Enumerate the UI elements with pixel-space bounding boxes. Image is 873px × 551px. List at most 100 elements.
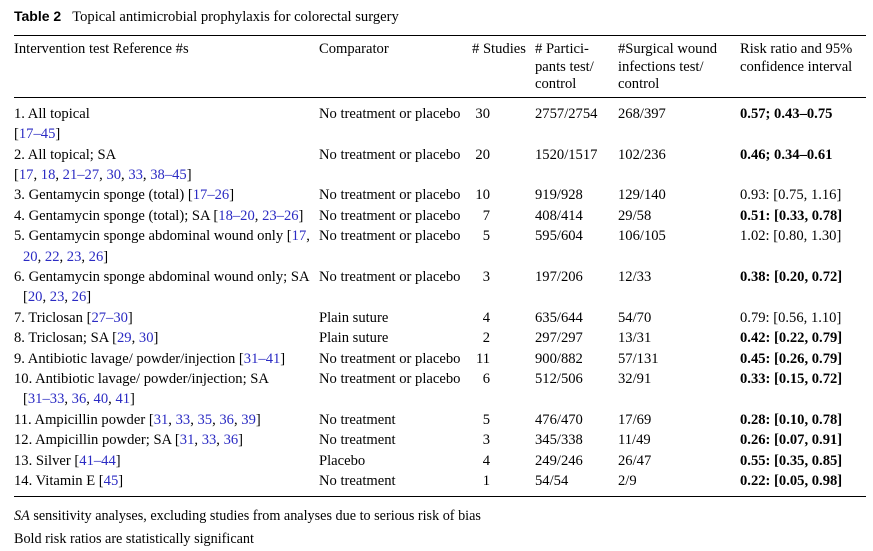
intervention-line: 7. Triclosan [27–30] <box>14 308 319 328</box>
reference-link[interactable]: 30 <box>106 167 122 183</box>
infections-cell: 2/9 <box>618 473 637 490</box>
reference-link[interactable]: 39 <box>241 411 256 428</box>
intervention-text: , <box>233 411 242 428</box>
risk-ratio-cell: 0.33: [0.15, 0.72] <box>740 371 843 388</box>
table-caption: Table 2 Topical antimicrobial prophylaxis… <box>14 7 873 27</box>
reference-link[interactable]: 36 <box>71 391 87 408</box>
intervention-line: 1. All topical <box>14 104 319 124</box>
intervention-line: 8. Triclosan; SA [29, 30] <box>14 328 319 348</box>
reference-link[interactable]: 18 <box>40 167 56 183</box>
reference-link[interactable]: 33 <box>201 432 217 449</box>
intervention-text: , <box>55 167 63 183</box>
intervention-text: 4. Gentamycin sponge (total); SA [ <box>14 207 219 224</box>
table-row: 1. All topical [17–45] No treatment or pla… <box>14 97 866 144</box>
reference-link[interactable]: 41–44 <box>79 452 116 469</box>
reference-link[interactable]: 36 <box>223 432 239 449</box>
reference-link[interactable]: 31–41 <box>243 350 281 367</box>
reference-link[interactable]: 23–26 <box>262 207 299 224</box>
table-row: 14. Vitamin E [45] No treatment 1 54/54 2/9 0… <box>14 471 866 496</box>
risk-ratio-cell: 0.46; 0.34–0.61 <box>740 146 833 163</box>
reference-link[interactable]: 26 <box>88 248 104 265</box>
participants-cell: 635/644 <box>535 309 583 326</box>
intervention-text: , <box>190 411 198 428</box>
intervention-text: [ <box>14 167 19 183</box>
intervention-text: , <box>64 391 72 408</box>
table-row: 5. Gentamycin sponge abdominal wound onl… <box>14 226 866 267</box>
intervention-text: ] <box>298 207 304 224</box>
reference-link[interactable]: 17 <box>18 167 34 183</box>
comparator-cell: No treatment or placebo <box>319 187 461 204</box>
infections-cell: 12/33 <box>618 269 652 286</box>
reference-link[interactable]: 31 <box>179 432 195 449</box>
infections-cell: 268/397 <box>618 105 666 122</box>
reference-link[interactable]: 22 <box>44 248 60 265</box>
comparator-cell: Plain suture <box>319 330 389 347</box>
reference-link[interactable]: 21–27 <box>62 167 100 183</box>
reference-link[interactable]: 26 <box>71 289 87 306</box>
intervention-text: 9. Antibiotic lavage/ powder/injection [ <box>14 350 244 367</box>
risk-ratio-cell: 1.02: [0.80, 1.30] <box>740 228 842 245</box>
participants-cell: 1520/1517 <box>535 146 598 163</box>
intervention-line: 10. Antibiotic lavage/ powder/injection;… <box>14 369 319 389</box>
intervention-text: , <box>59 248 67 265</box>
intervention-cell: 6. Gentamycin sponge abdominal wound onl… <box>14 267 319 308</box>
reference-link[interactable]: 33 <box>175 411 191 428</box>
intervention-cell: 10. Antibiotic lavage/ powder/injection;… <box>14 369 319 410</box>
reference-link[interactable]: 45 <box>103 473 119 490</box>
reference-link[interactable]: 18–20 <box>218 207 255 224</box>
studies-cell: 3 <box>482 269 490 286</box>
intervention-text: , <box>168 411 176 428</box>
infections-cell: 26/47 <box>618 452 652 469</box>
intervention-text: 13. Silver [ <box>14 452 80 469</box>
reference-link[interactable]: 31 <box>153 411 169 428</box>
reference-link[interactable]: 41 <box>115 391 131 408</box>
table-row: 8. Triclosan; SA [29, 30] Plain suture 2 29… <box>14 328 866 348</box>
reference-link[interactable]: 38–45 <box>150 167 187 183</box>
intervention-text: , <box>131 330 139 347</box>
participants-cell: 345/338 <box>535 432 583 449</box>
footnote-sa-abbrev: SA <box>14 507 30 524</box>
comparator-cell: Placebo <box>319 452 366 469</box>
reference-link[interactable]: 23 <box>66 248 82 265</box>
intervention-text: , <box>194 432 202 449</box>
reference-link[interactable]: 20 <box>23 248 38 265</box>
reference-link[interactable]: 17–26 <box>192 187 230 204</box>
infections-cell: 54/70 <box>618 309 652 326</box>
table-row: 9. Antibiotic lavage/ powder/injection [… <box>14 349 866 369</box>
reference-link[interactable]: 36 <box>219 411 234 428</box>
intervention-text: 11. Ampicillin powder [ <box>14 411 154 428</box>
reference-link[interactable]: 23 <box>49 289 65 306</box>
participants-cell: 197/206 <box>535 269 583 286</box>
intervention-text: ] <box>186 167 192 183</box>
intervention-cell: 3. Gentamycin sponge (total) [17–26] <box>14 185 319 205</box>
reference-link[interactable]: 20 <box>27 289 43 306</box>
reference-link[interactable]: 33 <box>128 167 143 183</box>
reference-link[interactable]: 40 <box>93 391 109 408</box>
reference-link[interactable]: 17 <box>291 228 307 245</box>
reference-link[interactable]: 27–30 <box>91 309 128 326</box>
table-row: 7. Triclosan [27–30] Plain suture 4 635/644… <box>14 308 866 328</box>
infections-cell: 129/140 <box>618 187 666 204</box>
intervention-cell: 14. Vitamin E [45] <box>14 471 319 496</box>
reference-link[interactable]: 29 <box>117 330 132 347</box>
table-row: 10. Antibiotic lavage/ powder/injection;… <box>14 369 866 410</box>
intervention-text: , <box>81 248 89 265</box>
participants-cell: 408/414 <box>535 207 583 224</box>
reference-link[interactable]: 17–45 <box>18 126 56 143</box>
intervention-line: 2. All topical; SA <box>14 145 319 165</box>
participants-cell: 900/882 <box>535 350 583 367</box>
intervention-text: ] <box>127 309 133 326</box>
intervention-text: ] <box>255 411 261 428</box>
intervention-text: , <box>64 289 72 306</box>
studies-cell: 20 <box>475 146 490 163</box>
intervention-cell: 1. All topical [17–45] <box>14 97 319 144</box>
intervention-line: 20, 22, 23, 26] <box>14 247 319 267</box>
reference-link[interactable]: 31–33 <box>27 391 65 408</box>
comparator-cell: No treatment or placebo <box>319 350 461 367</box>
studies-cell: 1 <box>482 473 490 490</box>
intervention-cell: 11. Ampicillin powder [31, 33, 35, 36, 3… <box>14 410 319 430</box>
footnote-sa-text: sensitivity analyses, excluding studies … <box>29 507 481 524</box>
risk-ratio-cell: 0.26: [0.07, 0.91] <box>740 432 843 449</box>
reference-link[interactable]: 35 <box>197 411 213 428</box>
reference-link[interactable]: 30 <box>138 330 154 347</box>
